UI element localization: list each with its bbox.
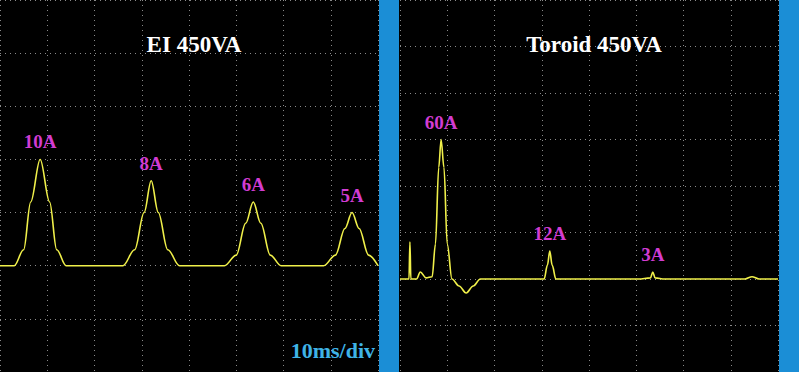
svg-text:3A: 3A (641, 244, 665, 265)
svg-text:60A: 60A (425, 112, 458, 133)
svg-text:EI 450VA: EI 450VA (147, 32, 242, 57)
svg-text:10A: 10A (24, 131, 57, 152)
svg-text:10ms/div: 10ms/div (291, 338, 375, 363)
svg-text:5A: 5A (340, 185, 364, 206)
svg-text:12A: 12A (533, 223, 566, 244)
svg-text:8A: 8A (140, 153, 164, 174)
svg-text:Toroid 450VA: Toroid 450VA (526, 32, 662, 57)
svg-text:6A: 6A (242, 174, 266, 195)
